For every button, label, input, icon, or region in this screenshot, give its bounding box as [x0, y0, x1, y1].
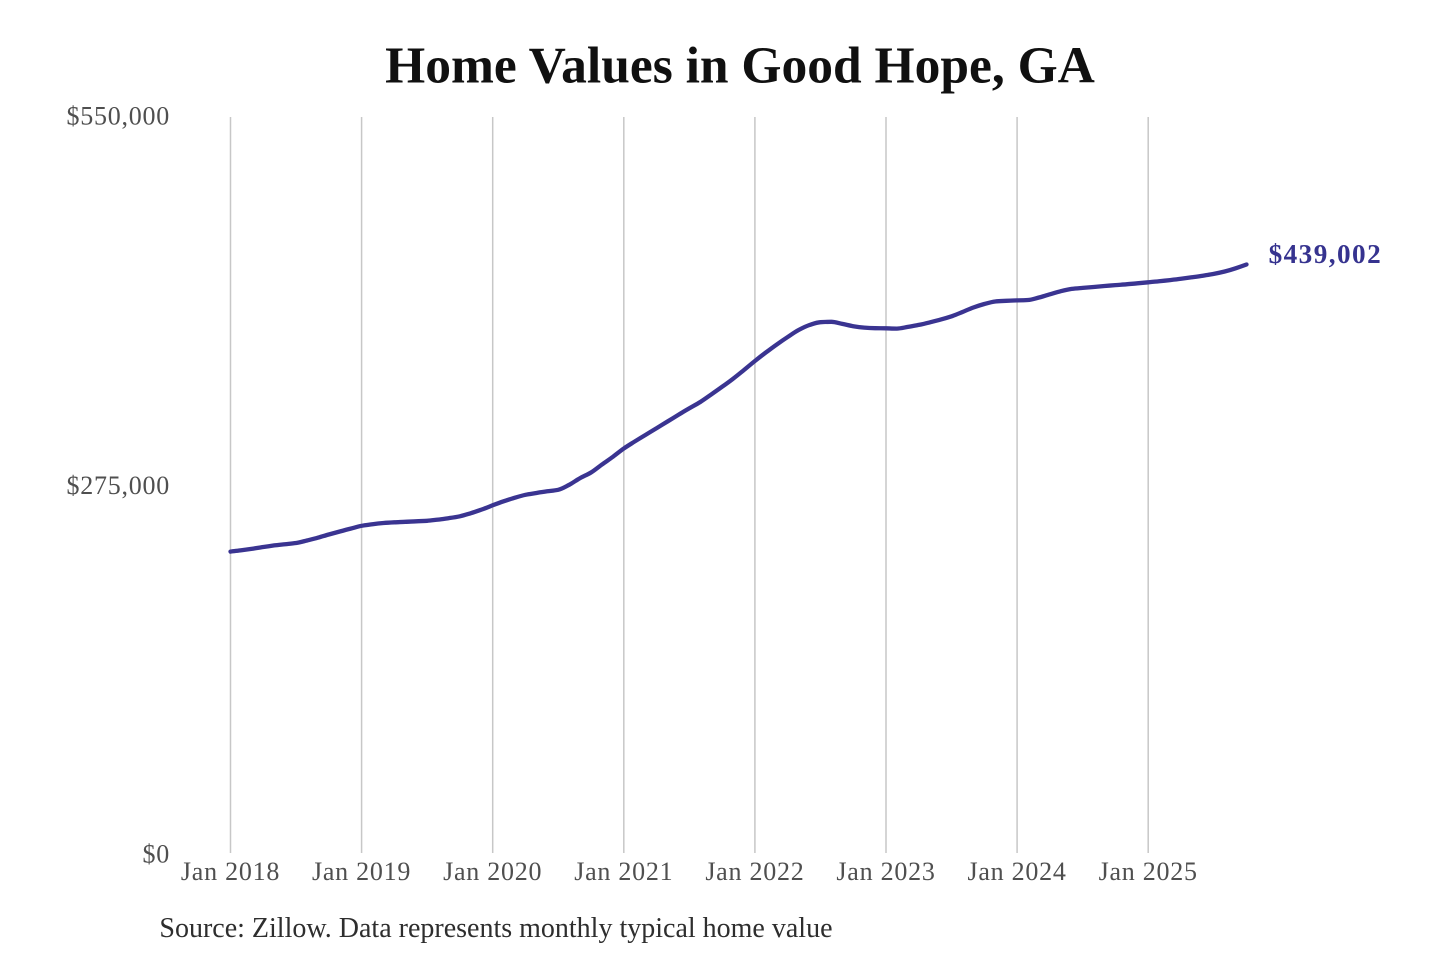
- svg-text:Source: Zillow. Data represent: Source: Zillow. Data represents monthly …: [159, 913, 832, 944]
- svg-text:Jan 2020: Jan 2020: [443, 857, 542, 886]
- svg-text:$275,000: $275,000: [67, 471, 171, 500]
- svg-text:Jan 2025: Jan 2025: [1099, 857, 1198, 886]
- svg-text:Jan 2021: Jan 2021: [574, 857, 673, 886]
- svg-text:$439,002: $439,002: [1269, 239, 1383, 269]
- svg-text:$0: $0: [143, 840, 171, 869]
- svg-text:Jan 2022: Jan 2022: [705, 857, 804, 886]
- svg-text:$550,000: $550,000: [67, 102, 171, 131]
- svg-text:Jan 2023: Jan 2023: [836, 857, 935, 886]
- svg-text:Home Values in Good Hope, GA: Home Values in Good Hope, GA: [385, 38, 1095, 95]
- svg-text:Jan 2019: Jan 2019: [312, 857, 411, 886]
- svg-text:Jan 2024: Jan 2024: [968, 857, 1067, 886]
- svg-text:Jan 2018: Jan 2018: [181, 857, 280, 886]
